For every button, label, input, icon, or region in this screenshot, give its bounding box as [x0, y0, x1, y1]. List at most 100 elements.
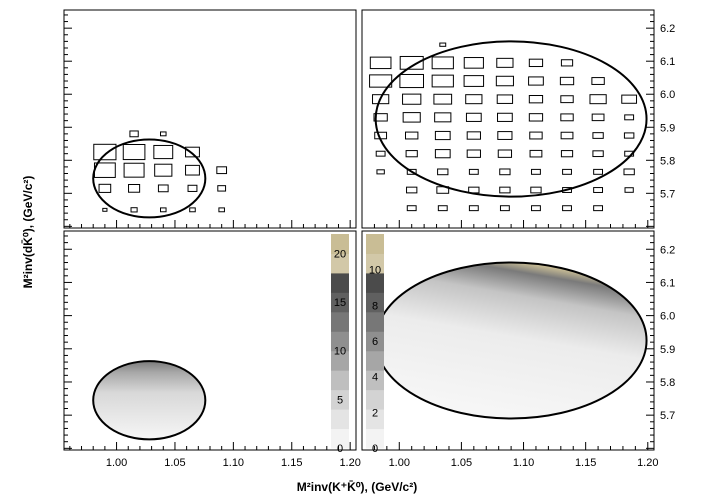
data-box: [528, 113, 544, 122]
data-box: [530, 186, 542, 194]
color-scale-segment: [331, 292, 349, 313]
color-scale-label: 5: [337, 394, 343, 406]
data-box: [372, 94, 390, 105]
data-box: [406, 186, 418, 194]
data-box: [592, 132, 604, 139]
x-tick-label: 1.15: [575, 457, 596, 469]
data-box: [560, 95, 574, 104]
data-box: [431, 74, 454, 88]
data-box: [402, 93, 422, 105]
data-box: [216, 166, 228, 175]
panel-frame: [361, 9, 655, 229]
y-tick-label: 6.0: [660, 89, 675, 101]
color-scale-segment: [366, 272, 384, 293]
data-box: [497, 131, 513, 140]
data-box: [562, 168, 572, 175]
data-box: [497, 112, 513, 122]
y-tick-label: 5.8: [660, 377, 675, 389]
data-box: [373, 113, 388, 122]
data-box: [376, 169, 385, 175]
data-box: [499, 205, 510, 212]
color-scale-segment: [331, 428, 349, 449]
panel-frame: [63, 9, 357, 229]
data-box: [496, 57, 514, 68]
x-tick-label: 1.20: [339, 457, 360, 469]
color-scale-segment: [366, 409, 384, 430]
data-box: [463, 75, 485, 87]
x-axis-ticks: 1.00 1.05 1.10 1.15 1.20 1.00 1.05 1.10 1.15 1.20: [69, 220, 658, 469]
y-tick-label: 5.7: [660, 188, 675, 200]
data-box: [463, 57, 484, 69]
y-tick-label: 6.1: [660, 277, 675, 289]
data-box: [405, 150, 418, 158]
x-axis-title: M²inv(K⁺K̄⁰), (GeV/c²): [297, 480, 417, 494]
color-scale-segment: [331, 350, 349, 371]
data-box: [217, 185, 227, 192]
data-box: [468, 205, 479, 212]
box-plot-top-right: [369, 42, 638, 212]
color-scale-label: 10: [334, 346, 346, 358]
color-scale-label: 20: [334, 248, 346, 260]
color-scale-segment: [366, 370, 384, 391]
data-box: [153, 144, 174, 160]
x-tick-label: 1.20: [637, 457, 658, 469]
data-box: [528, 76, 544, 86]
data-box: [369, 56, 392, 70]
color-scale-label: 0: [372, 443, 378, 455]
data-box: [160, 207, 167, 213]
data-box: [434, 149, 451, 159]
kinematic-boundary: [92, 360, 207, 441]
color-scale-segment: [331, 253, 349, 274]
color-scale-segment: [366, 311, 384, 332]
data-box: [560, 131, 574, 140]
data-box: [466, 131, 481, 140]
data-box: [624, 114, 635, 121]
x-tick-label: 1.00: [106, 457, 127, 469]
density-fill: [375, 262, 647, 419]
y-tick-label: 5.9: [660, 122, 675, 134]
data-box: [593, 187, 604, 193]
color-scale-label: 8: [372, 300, 378, 312]
data-box: [123, 162, 145, 178]
color-scale-segment: [331, 311, 349, 332]
data-box: [434, 112, 452, 123]
data-box: [623, 168, 635, 176]
data-box: [431, 56, 454, 70]
data-box: [592, 150, 604, 158]
data-box: [157, 184, 169, 193]
data-box: [399, 73, 425, 89]
data-box: [129, 130, 139, 138]
data-box: [402, 112, 421, 123]
panel-frame: [361, 230, 655, 451]
data-box: [621, 94, 638, 104]
data-box: [466, 149, 481, 158]
data-box: [185, 164, 200, 176]
data-box: [433, 93, 453, 105]
color-scale-label: 15: [334, 297, 346, 309]
x-tick-label: 1.10: [513, 457, 534, 469]
data-box: [128, 183, 141, 193]
data-box: [189, 207, 196, 213]
data-box: [591, 77, 605, 85]
kinematic-boundary: [92, 138, 207, 219]
panel-top-right: [361, 9, 655, 229]
data-box: [593, 205, 604, 212]
color-scale-label: 10: [369, 265, 381, 277]
data-box: [591, 113, 605, 122]
color-scale-segment: [366, 428, 384, 449]
y-axis-title: M²inv(dK̄⁰), (GeV/c²): [21, 176, 35, 289]
y-tick-label: 6.2: [660, 23, 675, 35]
color-scale-label: 4: [372, 372, 378, 384]
data-box: [560, 59, 574, 67]
data-box: [562, 205, 572, 212]
data-box: [437, 205, 448, 212]
kinematic-boundary: [374, 40, 648, 198]
data-box: [529, 149, 543, 158]
data-box: [154, 163, 173, 177]
data-box: [218, 207, 225, 213]
data-box: [405, 131, 419, 140]
data-box: [465, 112, 482, 122]
y-tick-label: 5.8: [660, 155, 675, 167]
data-box: [160, 131, 167, 137]
color-scale-label: 0: [337, 443, 343, 455]
